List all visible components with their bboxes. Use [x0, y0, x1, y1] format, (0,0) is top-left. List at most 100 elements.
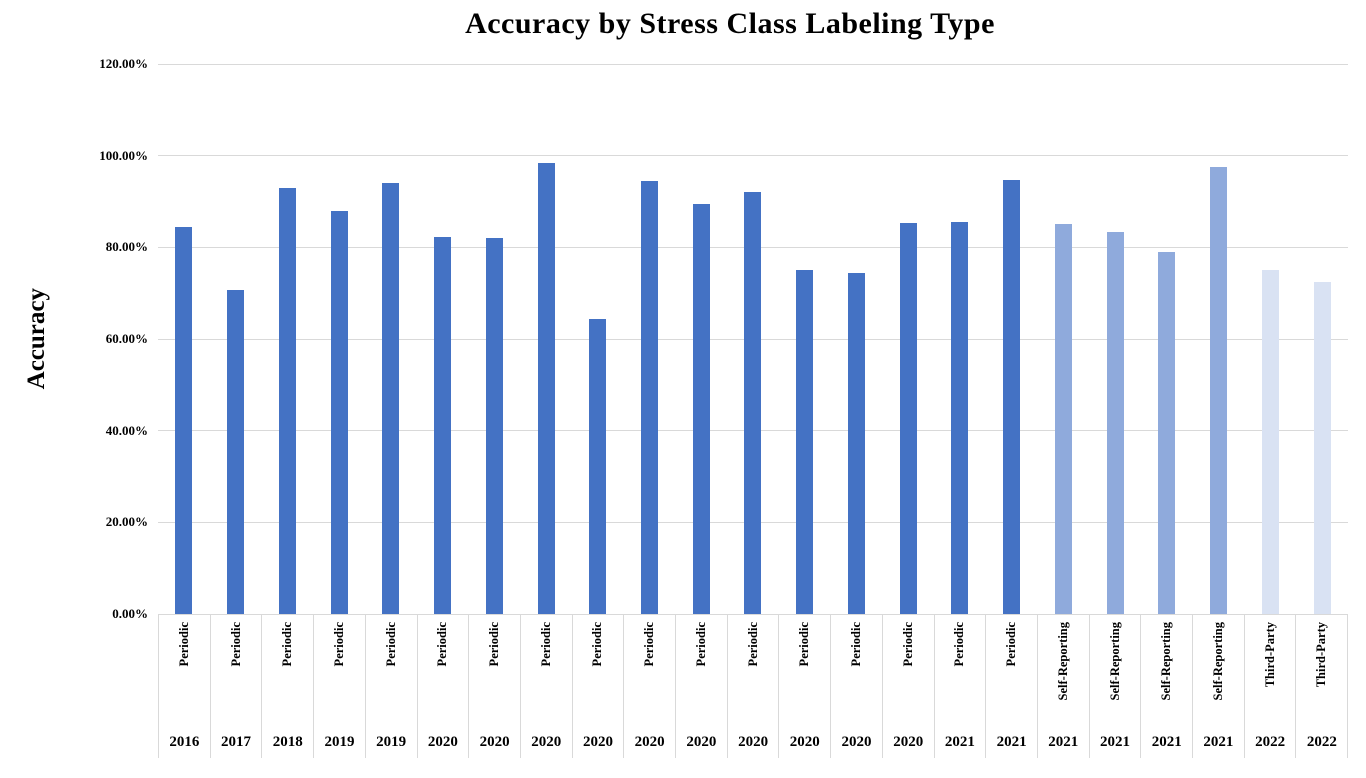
bar-third-party-2022 [1313, 282, 1331, 614]
category-type-cell: Periodic [933, 615, 986, 726]
category-type-cell: Third-Party [1243, 615, 1296, 726]
bar-periodic-2020 [692, 204, 710, 614]
bar-cell [675, 64, 727, 614]
bar-periodic-2021 [1003, 180, 1021, 614]
category-type-cell: Periodic [364, 615, 417, 726]
bars-row [158, 64, 1348, 614]
category-type-label: Periodic [176, 622, 191, 667]
category-type-label: Periodic [435, 622, 450, 667]
bar-cell [727, 64, 779, 614]
category-type-cell: Periodic [158, 615, 210, 726]
category-year-row: 2016 2017 2018 2019 2019 2020 2020 2020 2020 2020… [158, 726, 1349, 758]
category-type-cell: Periodic [985, 615, 1037, 726]
bar-periodic-2018 [278, 188, 296, 614]
bar-periodic-2020 [796, 270, 814, 614]
category-year-label: 2016 [158, 726, 210, 758]
category-type-cell: Periodic [571, 615, 624, 726]
bar-periodic-2017 [227, 289, 245, 614]
bar-cell [417, 64, 469, 614]
category-type-label: Periodic [228, 622, 243, 667]
category-type-cell: Periodic [209, 615, 262, 726]
bar-periodic-2020 [434, 237, 452, 614]
category-type-label: Periodic [538, 622, 553, 667]
bar-cell [1296, 64, 1348, 614]
bar-cell [572, 64, 624, 614]
bar-periodic-2019 [382, 183, 400, 614]
bar-cell [468, 64, 520, 614]
gridline [158, 155, 1348, 157]
category-year-label: 2020 [623, 726, 675, 758]
category-year-label: 2018 [261, 726, 313, 758]
bar-periodic-2020 [485, 238, 503, 614]
category-type-cell: Periodic [468, 615, 520, 726]
category-type-label: Periodic [280, 622, 295, 667]
category-type-label: Periodic [487, 622, 502, 667]
category-type-cell: Periodic [778, 615, 830, 726]
category-type-cell: Self-Reporting [1036, 615, 1089, 726]
category-year-label: 2020 [726, 726, 779, 758]
bar-cell [1141, 64, 1193, 614]
category-type-label: Periodic [590, 622, 605, 667]
y-tick-label: 0.00% [112, 606, 148, 621]
bar-periodic-2020 [589, 318, 607, 614]
bar-self-reporting-2021 [1106, 232, 1124, 614]
bar-cell [934, 64, 986, 614]
y-tick-label: 80.00% [105, 239, 148, 255]
y-axis-ticks: 0.00% 20.00% 40.00% 60.00% 80.00% 100.00% 120.… [0, 56, 148, 621]
gridline [158, 63, 1348, 65]
category-type-cell: Periodic [261, 615, 313, 726]
bar-cell [158, 64, 210, 614]
category-type-cell: Periodic [881, 615, 934, 726]
category-type-cell: Self-Reporting [1088, 615, 1141, 726]
bar-cell [261, 64, 313, 614]
y-tick-label: 20.00% [105, 514, 148, 530]
y-tick-label: 40.00% [105, 422, 148, 438]
category-type-cell: Periodic [416, 615, 469, 726]
category-year-label: 2017 [209, 726, 262, 758]
category-type-cell: Periodic [623, 615, 675, 726]
plot-area [158, 63, 1348, 615]
category-type-label: Periodic [900, 622, 915, 667]
y-tick-label: 120.00% [99, 56, 148, 71]
bar-self-reporting-2021 [1158, 251, 1176, 614]
category-type-label: Self-Reporting [1055, 622, 1070, 701]
category-year-label: 2022 [1243, 726, 1296, 758]
category-type-cell: Periodic [830, 615, 882, 726]
category-year-label: 2021 [1192, 726, 1244, 758]
bar-cell [365, 64, 417, 614]
category-type-label: Periodic [952, 622, 967, 667]
bar-cell [1244, 64, 1296, 614]
category-type-cell: Periodic [313, 615, 365, 726]
bar-self-reporting-2021 [1054, 224, 1072, 614]
category-year-label: 2021 [985, 726, 1037, 758]
category-year-label: 2021 [1088, 726, 1141, 758]
category-year-label: 2020 [778, 726, 830, 758]
category-type-cell: Periodic [726, 615, 779, 726]
bar-cell [1037, 64, 1089, 614]
bar-cell [986, 64, 1038, 614]
bar-cell [520, 64, 572, 614]
category-type-label: Periodic [1004, 622, 1019, 667]
category-year-label: 2020 [571, 726, 624, 758]
category-type-cell: Periodic [675, 615, 727, 726]
bar-self-reporting-2021 [1210, 167, 1228, 614]
category-year-label: 2021 [933, 726, 986, 758]
category-type-label: Third-Party [1262, 622, 1277, 688]
category-year-label: 2019 [364, 726, 417, 758]
category-type-label: Periodic [642, 622, 657, 667]
chart-title: Accuracy by Stress Class Labeling Type [465, 7, 995, 40]
category-type-cell: Periodic [519, 615, 572, 726]
bar-periodic-2020 [899, 223, 917, 614]
category-year-label: 2022 [1295, 726, 1349, 758]
category-type-label: Periodic [331, 622, 346, 667]
bar-periodic-2019 [330, 210, 348, 614]
category-type-cell: Third-Party [1295, 615, 1349, 726]
category-type-cell: Self-Reporting [1192, 615, 1244, 726]
bar-periodic-2021 [951, 221, 969, 614]
bar-periodic-2020 [847, 273, 865, 614]
bar-periodic-2020 [744, 192, 762, 614]
category-year-label: 2019 [313, 726, 365, 758]
bar-periodic-2020 [537, 162, 555, 614]
category-year-label: 2020 [519, 726, 572, 758]
